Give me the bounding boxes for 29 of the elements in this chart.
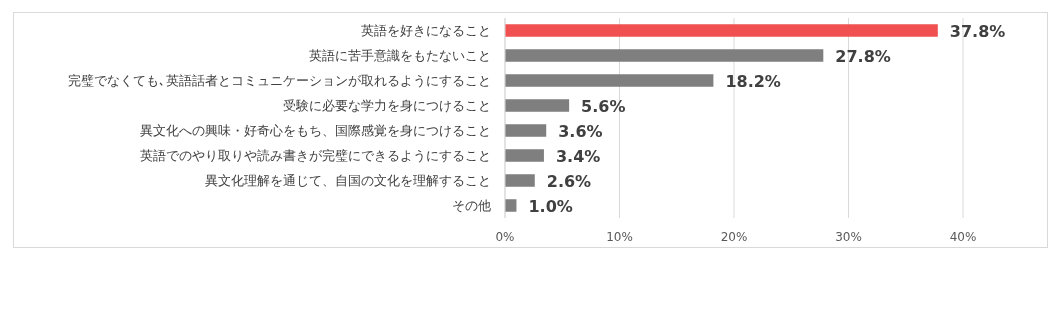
bar: [505, 99, 570, 112]
data-label: 3.6%: [558, 121, 603, 141]
data-label: 18.2%: [725, 71, 781, 91]
x-tick-label: 10%: [606, 230, 633, 244]
x-tick-label: 20%: [720, 230, 748, 244]
y-tick-label: 異文化理解を通じて、自国の文化を理解すること: [205, 173, 491, 188]
y-tick-label: 異文化への興味・好奇心をもち、国際感覚を身につけること: [140, 123, 491, 138]
x-tick-label: 40%: [949, 230, 977, 244]
bar: [505, 149, 544, 162]
bar: [505, 49, 824, 62]
bar: [505, 199, 517, 212]
bar: [505, 124, 547, 137]
data-label: 37.8%: [949, 21, 1006, 41]
data-label: 5.6%: [581, 96, 626, 116]
data-label: 2.6%: [546, 171, 592, 191]
data-label: 1.0%: [528, 196, 573, 216]
y-tick-label: 英語を好きになること: [361, 23, 491, 38]
y-tick-label: その他: [452, 198, 491, 213]
data-label: 27.8%: [835, 46, 891, 66]
bar: [505, 174, 535, 187]
data-label: 3.4%: [555, 146, 601, 166]
y-tick-label: 完璧でなくても､英語話者とコミュニケーションが取れるようにすること: [68, 73, 491, 88]
x-tick-label: 30%: [835, 230, 862, 244]
y-tick-label: 受験に必要な学力を身につけること: [283, 98, 491, 113]
y-tick-label: 英語でのやり取りや読み書きが完璧にできるようにすること: [140, 148, 491, 163]
y-tick-label: 英語に苦手意識をもたないこと: [309, 48, 491, 63]
bar: [505, 24, 938, 37]
bar: [505, 74, 714, 87]
x-tick-label: 0%: [495, 230, 515, 244]
